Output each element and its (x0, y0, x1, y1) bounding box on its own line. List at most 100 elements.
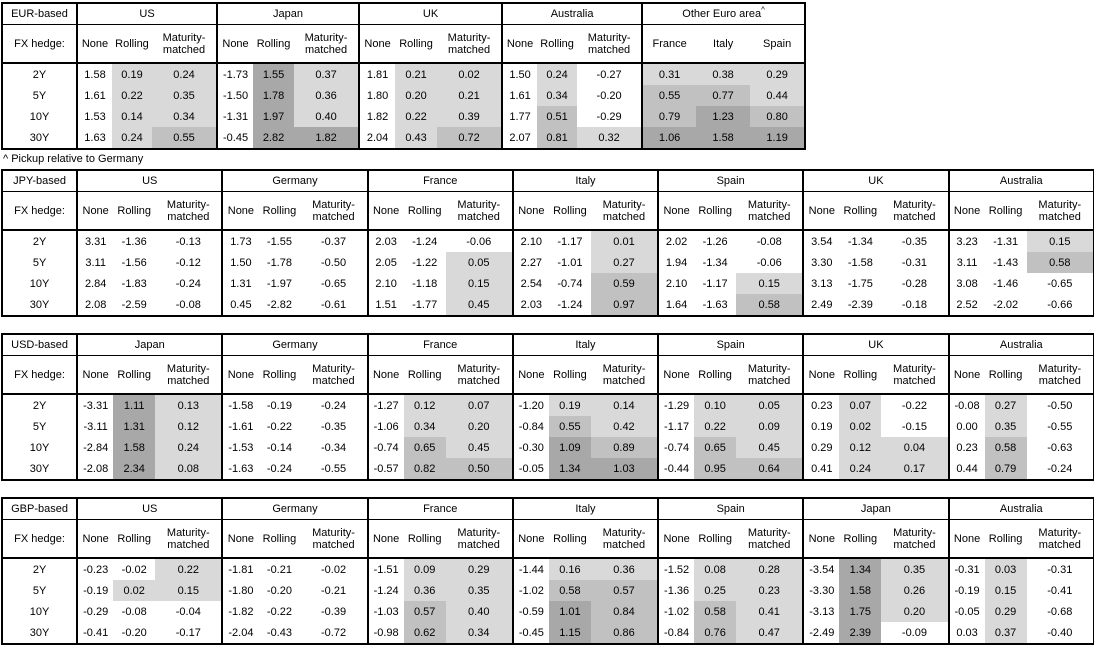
col-header-none: None (366, 355, 404, 395)
table-row: 10Y -2.84 1.58 0.24 -1.53 -0.14 -0.34 -0.74 0.65… (2, 437, 1094, 458)
value-cell: 0.58 (984, 437, 1027, 458)
value-cell: -1.01 (548, 252, 591, 273)
value-cell: 0.13 (155, 394, 223, 416)
value-cell: 3.08 (947, 273, 985, 294)
table-row: 30Y 2.08 -2.59 -0.08 0.45 -2.82 -0.61 1.51 -1.77… (2, 294, 1094, 316)
value-cell: -0.72 (300, 622, 368, 644)
value-cell: -0.35 (300, 416, 368, 437)
country-name: UK (868, 175, 884, 187)
col-header-none: None (76, 519, 114, 559)
value-cell: -1.51 (366, 558, 404, 580)
value-cell: 1.77 (501, 106, 538, 127)
value-cell: 1.58 (76, 63, 112, 85)
usd-based-table: USD-based Japan Germany France Italy Spain UK A… (1, 333, 1094, 481)
value-cell: -3.11 (76, 416, 114, 437)
value-cell: 0.36 (294, 85, 360, 106)
value-cell: 0.58 (1026, 252, 1094, 273)
value-cell: -0.14 (258, 437, 301, 458)
value-cell: -0.63 (1026, 437, 1094, 458)
value-cell: 2.34 (113, 458, 156, 480)
value-cell: 1.06 (641, 127, 697, 149)
country-header-other-euro-area: Other Euro area^ (641, 3, 806, 25)
value-cell: 0.08 (694, 558, 737, 580)
row-label-5y: 5Y (32, 256, 47, 269)
country-header-japan: Japan (802, 498, 949, 520)
value-cell: 0.22 (112, 85, 152, 106)
value-cell: 0.39 (437, 106, 503, 127)
value-cell: 0.58 (694, 601, 737, 622)
col-header-rolling: Rolling (839, 519, 882, 559)
value-cell: 0.02 (839, 416, 882, 437)
value-cell: -3.54 (802, 558, 840, 580)
value-cell: 0.72 (437, 127, 503, 149)
value-cell: -1.52 (657, 558, 695, 580)
col-header-none: None (947, 355, 985, 395)
col-header-none: None (501, 24, 538, 64)
col-header-spain: Spain (750, 24, 806, 64)
col-header-rolling: Rolling (403, 355, 446, 395)
value-cell: 1.97 (253, 106, 295, 127)
country-name: Spain (716, 503, 745, 515)
value-cell: 2.84 (76, 273, 114, 294)
value-cell: 0.21 (437, 85, 503, 106)
col-header-maturity-matched: Maturity-matched (881, 191, 949, 231)
value-cell: 1.51 (366, 294, 404, 316)
value-cell: 1.15 (548, 622, 591, 644)
col-header-rolling: Rolling (113, 191, 156, 231)
value-cell: 2.49 (802, 294, 840, 316)
col-header-maturity-matched: Maturity-matched (300, 355, 368, 395)
col-header-rolling: Rolling (403, 191, 446, 231)
value-cell: -0.29 (76, 601, 114, 622)
col-header-none: None (76, 355, 114, 395)
country-header-france: France (366, 498, 513, 520)
value-cell: 0.89 (590, 437, 659, 458)
value-cell: -1.18 (403, 273, 446, 294)
value-cell: 0.35 (984, 416, 1027, 437)
value-cell: 1.58 (839, 580, 882, 601)
value-cell: 1.78 (253, 85, 295, 106)
value-cell: 0.14 (112, 106, 152, 127)
value-cell: -0.37 (300, 230, 368, 252)
value-cell: 3.23 (947, 230, 985, 252)
col-header-rolling: Rolling (113, 355, 156, 395)
col-header-none: None (221, 355, 259, 395)
value-cell: -0.68 (1026, 601, 1094, 622)
country-name: UK (422, 8, 439, 20)
value-cell: 0.82 (403, 458, 446, 480)
country-name: Japan (134, 339, 165, 351)
col-header-rolling: Rolling (839, 355, 882, 395)
col-header-none: None (802, 355, 840, 395)
table-row: 2Y 3.31 -1.36 -0.13 1.73 -1.55 -0.37 2.03 -1.24-… (2, 230, 1094, 252)
value-cell: 0.02 (437, 63, 503, 85)
value-cell: 0.55 (641, 85, 697, 106)
value-cell: -0.84 (511, 416, 549, 437)
col-header-rolling: Rolling (548, 191, 591, 231)
value-cell: -0.22 (881, 394, 949, 416)
value-cell: -0.84 (657, 622, 695, 644)
value-cell: -0.50 (1026, 394, 1094, 416)
value-cell: 0.12 (403, 394, 446, 416)
col-header-rolling: Rolling (984, 355, 1027, 395)
value-cell: 1.31 (221, 273, 259, 294)
value-cell: 0.19 (112, 63, 152, 85)
value-cell: 0.81 (537, 127, 578, 149)
value-cell: 1.03 (590, 458, 659, 480)
value-cell: 0.36 (590, 558, 659, 580)
col-header-none: None (511, 519, 549, 559)
country-header-us: US (76, 170, 223, 192)
value-cell: -0.22 (258, 601, 301, 622)
country-header-us: US (75, 3, 218, 25)
value-cell: 1.63 (76, 127, 112, 149)
value-cell: 0.09 (403, 558, 446, 580)
value-cell: 1.34 (548, 458, 591, 480)
col-header-rolling: Rolling (395, 24, 438, 64)
value-cell: 0.38 (696, 63, 751, 85)
value-cell: -2.59 (113, 294, 156, 316)
value-cell: 0.64 (736, 458, 804, 480)
value-cell: -0.50 (300, 252, 368, 273)
value-cell: 0.26 (881, 580, 949, 601)
value-cell: -1.31 (984, 230, 1027, 252)
value-cell: -0.34 (300, 437, 368, 458)
value-cell: 0.44 (750, 85, 806, 106)
value-cell: -1.97 (258, 273, 301, 294)
